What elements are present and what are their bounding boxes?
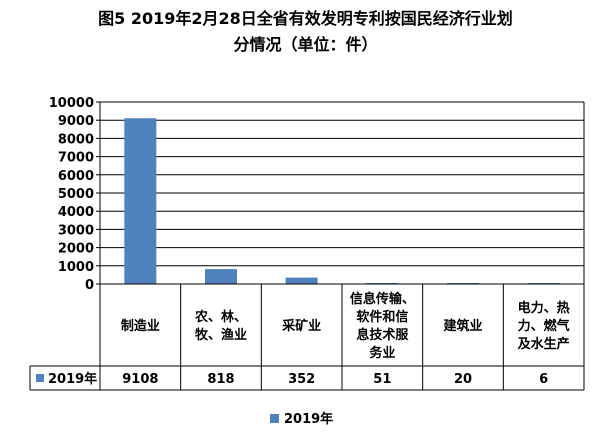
category-label: 采矿业 [281, 318, 321, 334]
data-label: 818 [207, 372, 234, 387]
y-tick-label: 3000 [58, 223, 94, 238]
y-tick-label: 8000 [58, 132, 94, 147]
data-label: 9108 [122, 372, 158, 387]
y-tick-label: 5000 [58, 187, 94, 202]
y-tick-label: 9000 [58, 114, 94, 129]
legend-swatch [270, 414, 279, 423]
bar [124, 118, 157, 284]
category-label: 息技术服 [356, 327, 409, 343]
category-label: 软件和信 [356, 309, 408, 325]
chart-title-line-2: 分情况（单位：件） [233, 35, 378, 54]
chart-title: 图5 2019年2月28日全省有效发明专利按国民经济行业划 分情况（单位：件） [0, 6, 611, 58]
category-label: 制造业 [121, 318, 160, 334]
category-label: 建筑业 [443, 318, 482, 334]
data-label: 352 [288, 372, 315, 387]
bar [285, 277, 318, 284]
category-label: 电力、热 [518, 300, 570, 316]
y-tick-label: 4000 [58, 205, 94, 220]
series-legend-key [36, 374, 44, 382]
y-tick-label: 6000 [58, 169, 94, 184]
category-label: 牧、渔业 [195, 327, 247, 343]
category-label: 务业 [369, 345, 395, 361]
y-tick-label: 10000 [49, 96, 94, 111]
y-tick-label: 1000 [58, 260, 94, 275]
category-label: 信息传输、 [350, 291, 415, 307]
category-label: 及水生产 [518, 336, 570, 352]
y-tick-label: 7000 [58, 151, 94, 166]
category-label: 力、燃气 [518, 318, 570, 334]
chart-title-line-1: 图5 2019年2月28日全省有效发明专利按国民经济行业划 [98, 9, 513, 28]
bar [205, 269, 237, 284]
y-tick-label: 2000 [58, 242, 94, 257]
series-row-header: 2019年 [48, 371, 97, 387]
data-label: 51 [373, 372, 391, 387]
category-label: 农、林、 [194, 309, 247, 325]
legend-label: 2019年 [284, 411, 333, 427]
data-label: 20 [454, 372, 472, 387]
data-label: 6 [539, 372, 548, 387]
y-tick-label: 0 [85, 278, 94, 293]
